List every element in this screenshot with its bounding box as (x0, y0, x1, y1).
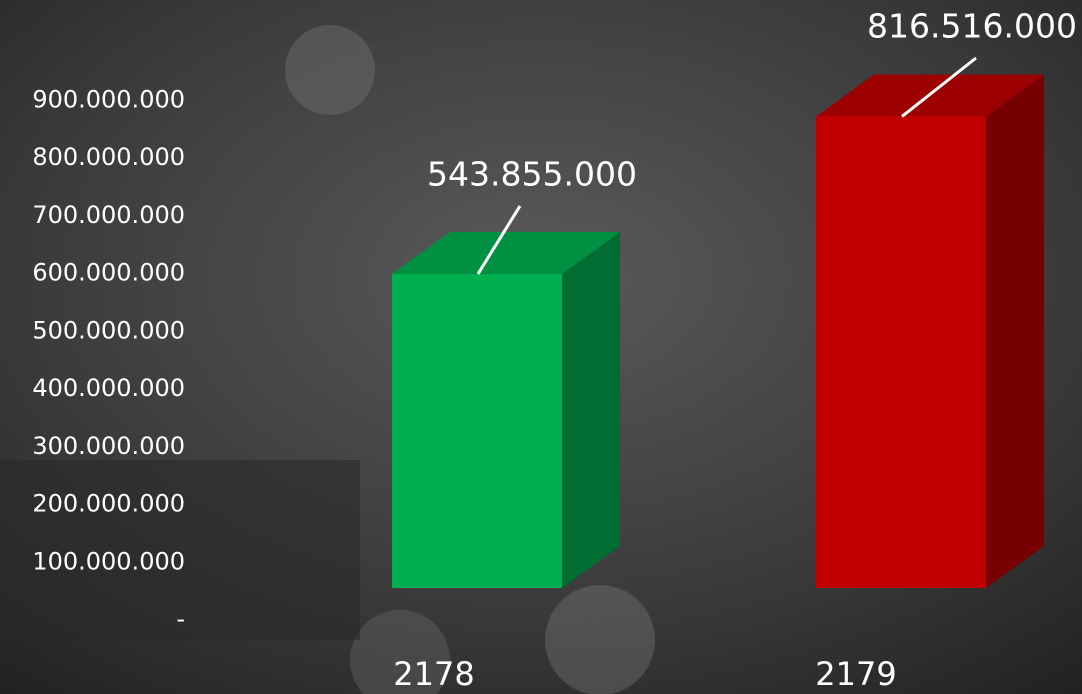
leader-line (901, 56, 977, 118)
y-tick-label: - (176, 605, 185, 633)
x-tick-label: 2178 (393, 655, 474, 693)
x-tick-label: 2179 (815, 655, 896, 693)
data-label: 816.516.000 (867, 7, 1077, 46)
balloon (350, 610, 450, 694)
data-label: 543.855.000 (427, 154, 637, 193)
leader-line (476, 205, 522, 275)
y-tick-label: 500.000.000 (32, 316, 185, 344)
bar-side (562, 231, 620, 588)
y-tick-label: 600.000.000 (32, 259, 185, 287)
bar (392, 273, 562, 588)
y-tick-label: 800.000.000 (32, 143, 185, 171)
balloon (545, 585, 655, 694)
banner (0, 460, 360, 640)
bar-side (986, 74, 1044, 588)
y-tick-label: 300.000.000 (32, 432, 185, 460)
y-tick-label: 900.000.000 (32, 85, 185, 113)
bar (816, 116, 986, 589)
y-tick-label: 200.000.000 (32, 490, 185, 518)
y-tick-label: 700.000.000 (32, 201, 185, 229)
y-tick-label: 400.000.000 (32, 374, 185, 402)
y-tick-label: 100.000.000 (32, 547, 185, 575)
bar-top (392, 231, 620, 274)
balloon (285, 25, 375, 115)
